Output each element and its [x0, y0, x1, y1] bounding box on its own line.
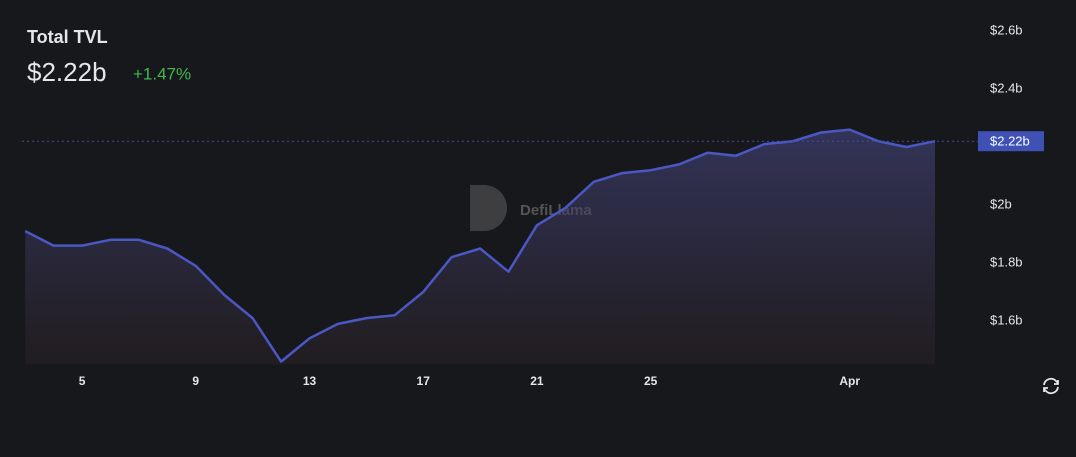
x-tick-label: Apr — [839, 374, 860, 388]
watermark-logo — [470, 185, 507, 231]
x-tick-label: 25 — [644, 374, 658, 388]
y-tick-label: $1.6b — [990, 312, 1023, 327]
line — [24, 128, 936, 363]
y-tick-label: $2.6b — [990, 22, 1023, 37]
x-tick-label: 5 — [79, 374, 86, 388]
x-tick-label: 17 — [417, 374, 431, 388]
x-tick-label: 21 — [530, 374, 544, 388]
current-value-box — [978, 131, 1044, 152]
y-tick-label: $2b — [990, 196, 1012, 211]
chart-title: Total TVL — [27, 27, 108, 47]
current-value: $2.22b — [27, 57, 107, 87]
y-tick-label: $1.8b — [990, 254, 1023, 269]
x-tick-label: 9 — [192, 374, 199, 388]
current-value-axis-label: $2.22b — [990, 134, 1030, 149]
y-tick-label: $2.4b — [990, 80, 1023, 95]
change: +1.47% — [133, 64, 191, 83]
refresh-button[interactable] — [1043, 377, 1059, 395]
x-tick-label: 13 — [303, 374, 317, 388]
area — [25, 129, 935, 365]
